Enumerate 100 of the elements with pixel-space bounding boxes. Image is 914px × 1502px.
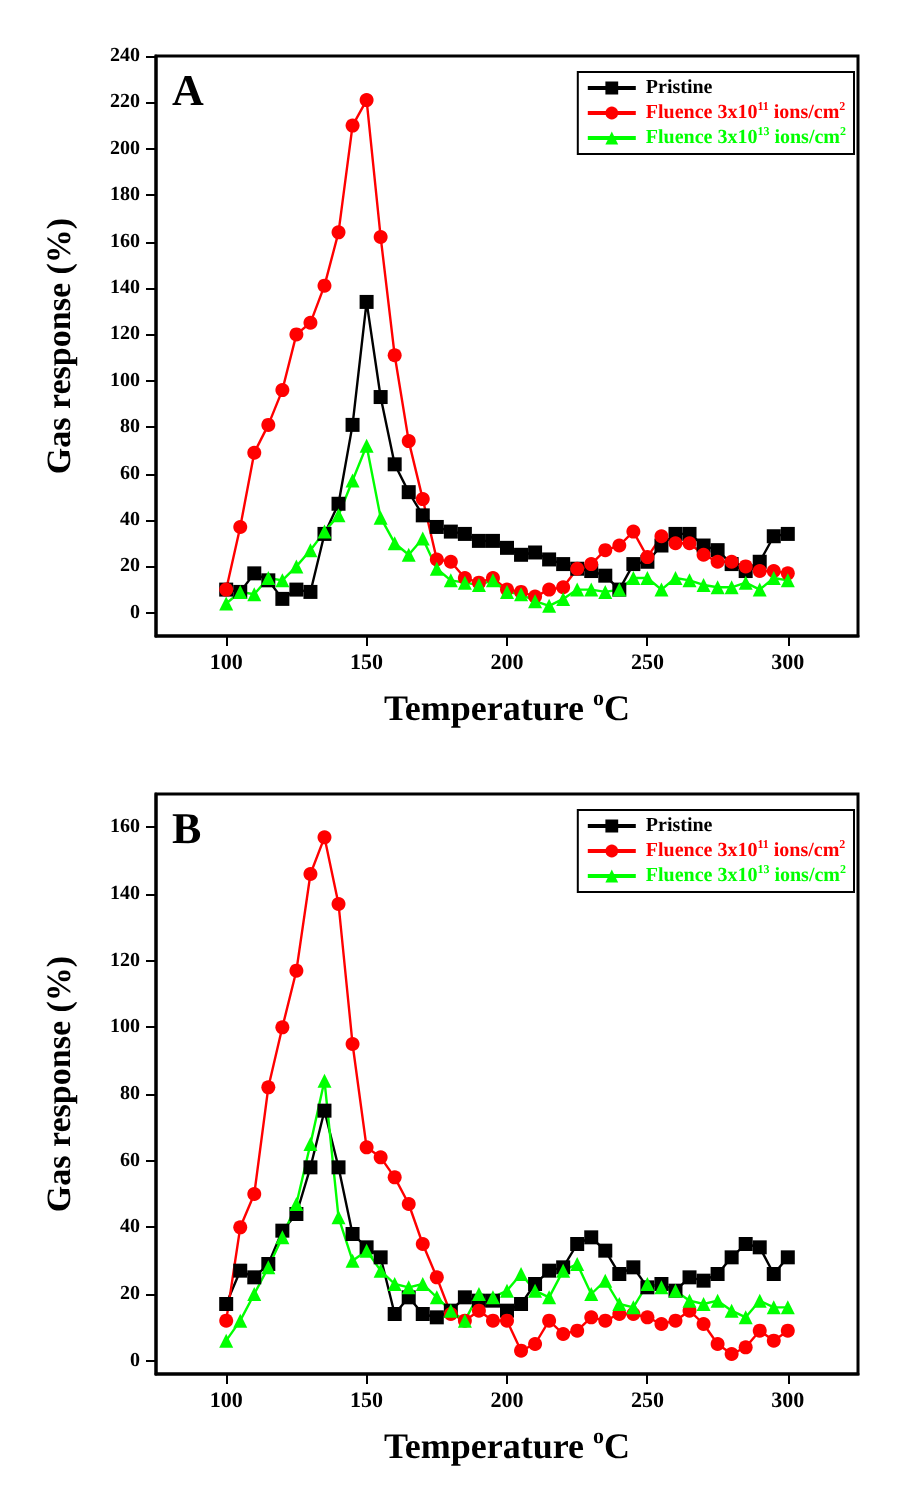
point	[682, 1270, 697, 1285]
point	[738, 1310, 753, 1325]
point	[275, 573, 290, 588]
y-tick-label: 40	[120, 509, 140, 531]
y-tick-label: 120	[110, 949, 140, 972]
point	[598, 568, 613, 583]
point	[696, 1273, 711, 1288]
point	[373, 510, 388, 525]
point	[471, 1287, 486, 1301]
point	[668, 1313, 683, 1328]
point	[556, 591, 571, 606]
point	[317, 1103, 332, 1118]
point	[780, 1250, 795, 1265]
point	[752, 1293, 767, 1308]
point	[443, 524, 458, 539]
point	[429, 1310, 444, 1325]
point	[219, 1297, 234, 1311]
point	[275, 591, 290, 606]
point	[247, 1287, 262, 1301]
point	[598, 584, 613, 599]
point	[261, 417, 276, 432]
legend-label: Pristine	[645, 77, 714, 99]
point	[387, 457, 402, 472]
point	[584, 1230, 599, 1245]
y-tick-label: 160	[110, 816, 140, 839]
point	[471, 1303, 486, 1318]
point	[331, 1160, 346, 1175]
point	[710, 1293, 725, 1308]
point	[359, 438, 374, 453]
point	[696, 577, 711, 592]
point	[584, 1310, 599, 1325]
point	[345, 118, 360, 133]
annotation: B	[172, 803, 202, 853]
y-tick-label: 100	[110, 369, 140, 392]
point	[528, 594, 543, 609]
point	[780, 1300, 795, 1315]
y-axis-title: Gas response (%)	[40, 955, 78, 1213]
point	[710, 543, 725, 558]
point	[261, 1080, 276, 1095]
point	[457, 1290, 472, 1305]
y-tick-label: 80	[120, 416, 140, 439]
point	[500, 1313, 514, 1328]
point	[275, 383, 290, 398]
point	[317, 278, 332, 293]
point	[275, 1230, 290, 1245]
point	[738, 559, 753, 574]
point	[710, 580, 725, 595]
point	[626, 1260, 641, 1275]
y-tick-label: 160	[110, 230, 140, 253]
point	[219, 1333, 234, 1348]
point	[542, 582, 557, 597]
point	[429, 1270, 444, 1285]
point	[233, 1313, 248, 1328]
point	[542, 552, 557, 567]
point	[780, 526, 795, 541]
point	[289, 1197, 304, 1211]
x-tick-label: 250	[630, 651, 665, 675]
x-tick-label: 100	[209, 1389, 244, 1413]
point	[345, 1253, 360, 1268]
point	[514, 1343, 529, 1358]
point	[528, 1337, 543, 1351]
point	[373, 229, 388, 244]
point	[682, 536, 697, 551]
point	[247, 445, 262, 460]
point	[345, 473, 360, 488]
point	[429, 1290, 444, 1305]
point	[289, 559, 304, 574]
point	[331, 496, 346, 511]
point	[514, 1267, 529, 1281]
point	[457, 575, 472, 590]
point	[317, 1073, 332, 1088]
x-tick-label: 200	[490, 651, 525, 675]
point	[752, 582, 767, 597]
point	[373, 1150, 388, 1165]
point	[331, 897, 346, 911]
point	[752, 1240, 767, 1255]
point	[640, 571, 655, 585]
point	[556, 1327, 571, 1341]
y-tick-label: 0	[130, 601, 140, 624]
point	[584, 557, 599, 572]
point	[654, 1317, 669, 1331]
y-tick-label: 220	[110, 91, 140, 114]
point	[359, 294, 374, 309]
point	[387, 1170, 402, 1185]
point	[401, 1280, 416, 1295]
point	[429, 552, 444, 567]
point	[415, 492, 430, 507]
point	[598, 1273, 613, 1288]
point	[542, 598, 557, 613]
point	[682, 573, 697, 588]
point	[387, 1277, 402, 1291]
point	[401, 434, 416, 449]
point	[612, 538, 627, 553]
point	[570, 582, 585, 597]
point	[570, 1257, 585, 1271]
point	[415, 531, 430, 546]
point	[275, 1020, 290, 1035]
annotation: A	[172, 65, 204, 115]
point	[457, 526, 472, 541]
y-tick-label: 100	[110, 1016, 140, 1039]
